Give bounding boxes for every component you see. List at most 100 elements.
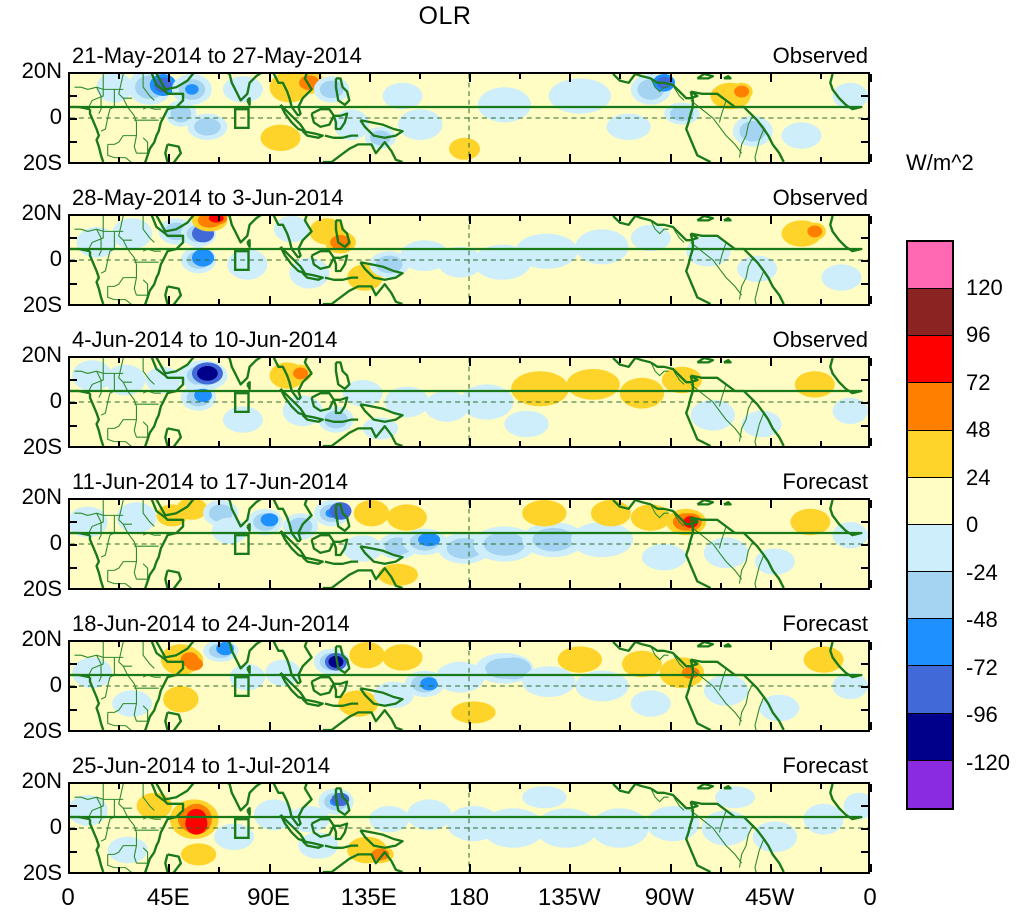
x-tick-mark <box>469 296 471 304</box>
y-axis-label: 20S <box>22 860 62 885</box>
x-tick-mark <box>719 74 722 79</box>
x-tick-mark <box>619 500 622 505</box>
x-tick-mark <box>318 74 321 79</box>
x-tick-mark <box>769 500 772 508</box>
colorbar-tick-label: 72 <box>966 369 991 395</box>
colorbar-tick-label: -72 <box>966 654 998 680</box>
x-tick-mark <box>68 784 70 792</box>
x-axis-label: 0 <box>61 884 75 911</box>
y-tick-mark <box>861 805 868 807</box>
x-tick-mark <box>619 299 622 304</box>
x-tick-mark <box>368 864 371 872</box>
x-tick-mark <box>118 358 121 363</box>
x-tick-mark <box>368 580 371 588</box>
x-tick-mark <box>268 722 271 730</box>
x-axis-label: 135E <box>340 884 397 911</box>
y-tick-mark <box>70 828 77 830</box>
colorbar-band-4 <box>908 430 952 478</box>
x-tick-mark <box>268 500 271 508</box>
x-tick-mark <box>68 722 70 730</box>
x-tick-mark <box>870 784 872 792</box>
x-tick-mark <box>118 441 121 446</box>
y-axis-label: 20N <box>21 768 62 793</box>
x-tick-mark <box>168 74 171 82</box>
y-tick-mark <box>70 805 77 807</box>
x-tick-mark <box>418 725 421 730</box>
x-tick-mark <box>719 583 722 588</box>
x-tick-mark <box>870 642 872 650</box>
colorbar-unit-label: W/m^2 <box>906 150 974 175</box>
y-axis-label: 20S <box>22 576 62 601</box>
x-tick-mark <box>418 157 421 162</box>
x-tick-mark <box>368 784 371 792</box>
x-tick-mark <box>769 74 772 82</box>
y-tick-mark <box>861 521 868 523</box>
panel-title-1: 21-May-2014 to 27-May-2014 <box>72 43 362 68</box>
colorbar-tick-label: -48 <box>966 607 998 632</box>
x-tick-mark <box>469 784 471 792</box>
x-tick-mark <box>519 299 522 304</box>
x-tick-mark <box>218 725 221 730</box>
x-tick-mark <box>769 642 772 650</box>
y-tick-mark <box>861 260 868 262</box>
x-tick-mark <box>719 725 722 730</box>
x-tick-mark <box>619 216 622 221</box>
x-tick-mark <box>318 784 321 789</box>
panel-title-2: 28-May-2014 to 3-Jun-2014 <box>72 185 344 210</box>
x-tick-mark <box>168 784 171 792</box>
panel-title-6: 25-Jun-2014 to 1-Jul-2014 <box>72 753 331 778</box>
colorbar-band-6 <box>908 524 952 573</box>
panel-title-3: 4-Jun-2014 to 10-Jun-2014 <box>72 327 338 352</box>
y-axis-label: 0 <box>49 388 62 413</box>
x-tick-mark <box>719 358 722 363</box>
x-tick-mark <box>619 725 622 730</box>
x-tick-mark <box>519 583 522 588</box>
y-tick-mark <box>70 709 77 711</box>
x-tick-mark <box>268 438 271 446</box>
x-tick-mark <box>569 580 572 588</box>
x-tick-mark <box>118 725 121 730</box>
x-tick-mark <box>469 642 471 650</box>
panel-tag-6: Forecast <box>782 753 868 778</box>
x-tick-mark <box>418 500 421 505</box>
olr-anomaly-field-5 <box>70 642 868 730</box>
x-tick-mark <box>669 154 672 162</box>
colorbar-tick-label: -120 <box>966 749 1011 775</box>
x-tick-mark <box>368 296 371 304</box>
x-tick-mark <box>619 583 622 588</box>
x-axis-label: 180 <box>448 884 490 911</box>
x-tick-mark <box>769 358 772 366</box>
panel-title-5: 18-Jun-2014 to 24-Jun-2014 <box>72 611 350 636</box>
y-tick-mark <box>70 118 77 120</box>
x-axis-label: 45E <box>146 884 190 911</box>
y-tick-mark <box>861 425 868 427</box>
x-tick-mark <box>168 154 171 162</box>
y-axis-label: 0 <box>49 814 62 839</box>
colorbar-band-10 <box>908 713 952 761</box>
x-tick-mark <box>819 583 822 588</box>
map-panel-4 <box>68 498 870 590</box>
colorbar-tick-label: 120 <box>966 274 1003 300</box>
x-tick-mark <box>418 867 421 872</box>
x-tick-mark <box>719 784 722 789</box>
x-tick-mark <box>168 500 171 508</box>
olr-anomaly-field-6 <box>70 784 868 872</box>
x-tick-mark <box>469 358 471 366</box>
x-tick-mark <box>870 500 872 508</box>
colorbar-tick-label: -24 <box>966 559 998 585</box>
x-axis-label: 0 <box>863 884 877 911</box>
olr-anomaly-field-4 <box>70 500 868 588</box>
x-tick-mark <box>318 583 321 588</box>
x-tick-mark <box>68 154 70 162</box>
x-tick-mark <box>218 583 221 588</box>
x-tick-mark <box>268 784 271 792</box>
y-tick-mark <box>861 567 868 569</box>
x-axis-label: 135W <box>537 884 601 911</box>
x-tick-mark <box>469 154 471 162</box>
panel-tag-5: Forecast <box>782 611 868 636</box>
panel-tag-4: Forecast <box>782 469 868 494</box>
x-tick-mark <box>769 864 772 872</box>
x-tick-mark <box>118 74 121 79</box>
y-tick-mark <box>70 425 77 427</box>
x-tick-mark <box>819 784 822 789</box>
